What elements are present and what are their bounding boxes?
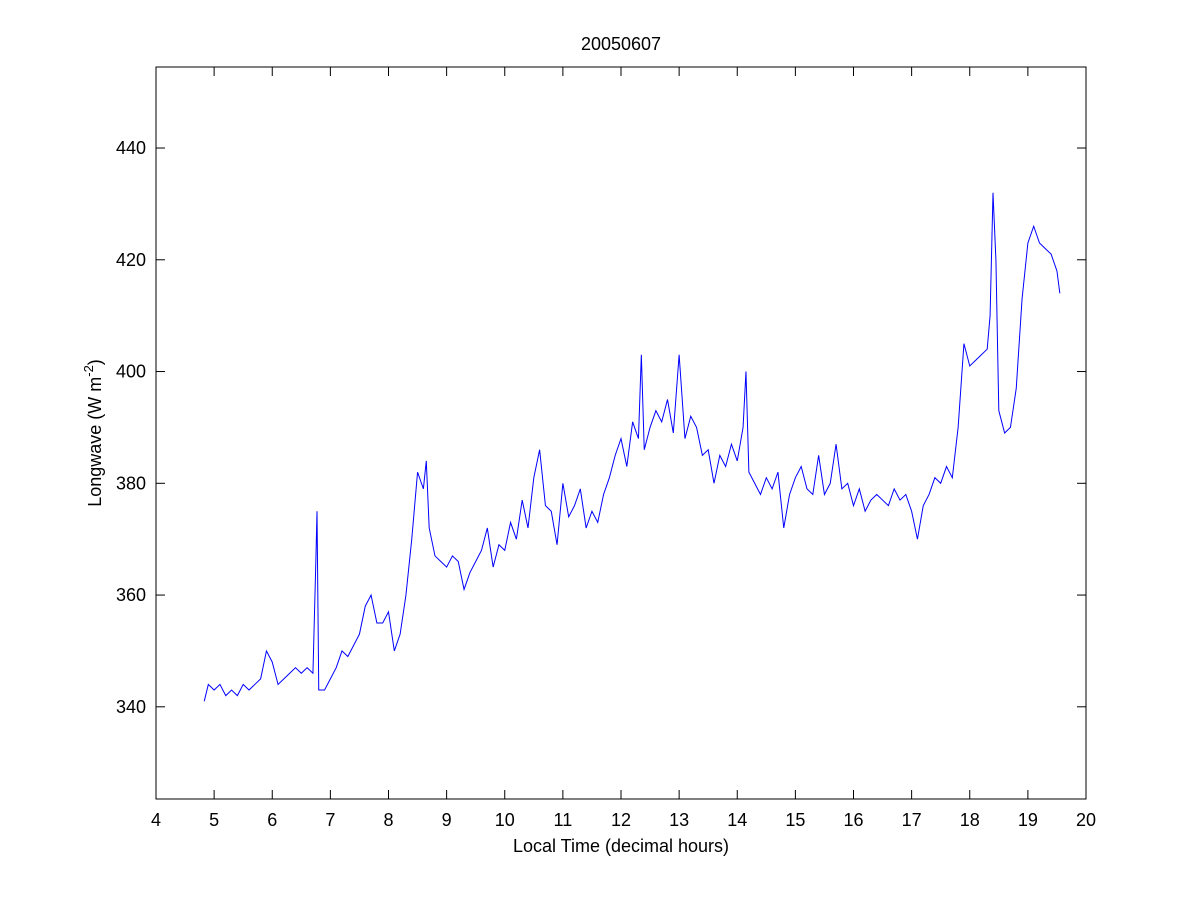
x-tick-label: 8 bbox=[383, 810, 393, 830]
x-axis-label: Local Time (decimal hours) bbox=[513, 836, 729, 856]
x-tick-label: 6 bbox=[267, 810, 277, 830]
y-tick-label: 340 bbox=[116, 697, 146, 717]
y-tick-label: 380 bbox=[116, 473, 146, 493]
x-tick-label: 18 bbox=[960, 810, 980, 830]
x-tick-label: 20 bbox=[1076, 810, 1096, 830]
x-tick-label: 7 bbox=[325, 810, 335, 830]
x-tick-label: 19 bbox=[1018, 810, 1038, 830]
y-tick-label: 420 bbox=[116, 250, 146, 270]
x-tick-label: 9 bbox=[442, 810, 452, 830]
y-axis-label-text: Longwave (W m bbox=[85, 377, 105, 507]
x-tick-label: 4 bbox=[151, 810, 161, 830]
chart-title: 20050607 bbox=[581, 34, 661, 54]
x-tick-label: 15 bbox=[785, 810, 805, 830]
plot-box bbox=[155, 66, 1087, 800]
y-tick-label: 360 bbox=[116, 585, 146, 605]
x-tick-label: 12 bbox=[611, 810, 631, 830]
y-axis-label-end: ) bbox=[85, 359, 105, 365]
data-line bbox=[203, 192, 1061, 702]
x-tick-label: 5 bbox=[209, 810, 219, 830]
x-tick-label: 17 bbox=[902, 810, 922, 830]
y-tick-label: 400 bbox=[116, 362, 146, 382]
y-axis-label-sup: -2 bbox=[81, 365, 96, 377]
x-tick-label: 16 bbox=[843, 810, 863, 830]
x-tick-label: 13 bbox=[669, 810, 689, 830]
y-axis-label: Longwave (W m-2) bbox=[81, 359, 105, 507]
x-tick-label: 10 bbox=[495, 810, 515, 830]
x-tick-label: 14 bbox=[727, 810, 747, 830]
y-tick-label: 440 bbox=[116, 138, 146, 158]
x-tick-label: 11 bbox=[554, 810, 573, 830]
